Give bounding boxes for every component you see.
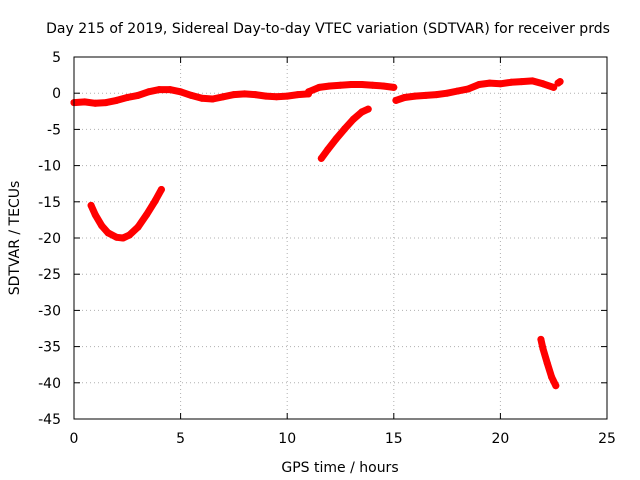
x-tick-label: 10 — [278, 431, 296, 447]
data-point — [364, 105, 372, 113]
x-tick-label: 15 — [385, 431, 403, 447]
data-point — [143, 211, 150, 219]
data-point — [198, 94, 206, 102]
y-tick-label: -10 — [38, 159, 61, 175]
data-point — [432, 91, 440, 99]
data-point — [151, 197, 159, 205]
data-point — [91, 211, 99, 219]
data-point — [390, 83, 398, 91]
data-point — [358, 81, 366, 88]
data-point — [475, 81, 483, 88]
data-point — [113, 96, 121, 104]
data-point — [349, 115, 357, 123]
data-point — [123, 94, 131, 101]
data-point — [539, 80, 547, 88]
data-point — [528, 77, 536, 85]
grid — [74, 57, 607, 419]
data-point — [177, 88, 185, 96]
x-tick-label: 5 — [176, 431, 185, 447]
series-sdtvar — [70, 77, 564, 390]
data-point — [273, 93, 280, 101]
data-point — [305, 88, 312, 96]
data-point — [134, 91, 142, 99]
data-point — [443, 89, 451, 97]
data-point — [125, 231, 133, 239]
data-point — [486, 79, 494, 87]
data-point — [379, 82, 387, 90]
plot-frame — [73, 56, 608, 420]
data-point — [209, 95, 217, 103]
x-tick-label: 20 — [491, 431, 509, 447]
series-segment — [87, 186, 165, 242]
data-point — [230, 91, 238, 99]
y-tick-label: -25 — [38, 267, 61, 283]
data-point — [507, 78, 515, 86]
data-point — [543, 359, 551, 367]
data-point — [369, 81, 376, 89]
data-point — [134, 223, 142, 231]
y-tick-label: -30 — [38, 303, 61, 319]
data-point — [98, 222, 106, 230]
y-tick-label: -5 — [47, 122, 61, 138]
data-point — [317, 154, 325, 162]
data-point — [324, 146, 332, 154]
data-point — [556, 78, 564, 86]
data-point — [166, 86, 174, 94]
data-point — [104, 229, 112, 237]
data-point — [332, 135, 340, 143]
y-tick-label: -15 — [38, 195, 61, 211]
data-point — [464, 85, 472, 93]
x-tick-label: 25 — [598, 431, 616, 447]
data-point — [91, 99, 99, 107]
x-tick-label: 0 — [70, 431, 79, 447]
data-point — [341, 125, 349, 133]
data-point — [550, 83, 558, 91]
data-point — [392, 96, 400, 104]
x-axis-label: GPS time / hours — [281, 460, 398, 476]
data-point — [155, 86, 163, 94]
data-point — [102, 99, 110, 107]
data-point — [337, 81, 344, 89]
data-point — [518, 78, 526, 86]
data-point — [294, 91, 302, 99]
y-tick-label: 5 — [52, 50, 61, 66]
y-tick-label: -35 — [38, 340, 61, 356]
y-tick-label: -40 — [38, 376, 61, 392]
y-tick-label: -45 — [38, 412, 61, 428]
data-point — [401, 94, 408, 101]
chart-title: Day 215 of 2019, Sidereal Day-to-day VTE… — [46, 21, 610, 37]
data-point — [548, 373, 556, 381]
data-point — [358, 108, 366, 116]
data-point — [537, 335, 545, 343]
data-point — [145, 88, 153, 96]
data-point — [347, 81, 355, 88]
data-point — [87, 201, 95, 209]
y-tick-label: -20 — [38, 231, 61, 247]
data-point — [326, 82, 334, 90]
data-point — [119, 234, 127, 242]
data-point — [262, 92, 270, 100]
y-axis-label: SDTVAR / TECUs — [7, 181, 23, 296]
series-segment — [392, 77, 558, 104]
data-point — [251, 91, 259, 99]
data-point — [241, 90, 249, 98]
data-point — [496, 80, 504, 88]
data-point — [187, 91, 195, 99]
data-point — [113, 233, 121, 241]
data-point — [422, 91, 430, 99]
data-point — [539, 345, 547, 353]
data-point — [81, 98, 89, 106]
y-tick-label: 0 — [52, 86, 61, 102]
data-point — [552, 382, 560, 390]
data-point — [283, 92, 291, 100]
data-point — [219, 93, 227, 101]
data-point — [411, 92, 419, 100]
data-point — [157, 186, 165, 193]
data-point — [315, 83, 323, 91]
axis-ticks: 0 5 10 15 20 25 5 0 -5 -10 -15 -20 -25 -30 -35 -40 -45 — [38, 50, 616, 447]
data-point — [454, 87, 462, 95]
